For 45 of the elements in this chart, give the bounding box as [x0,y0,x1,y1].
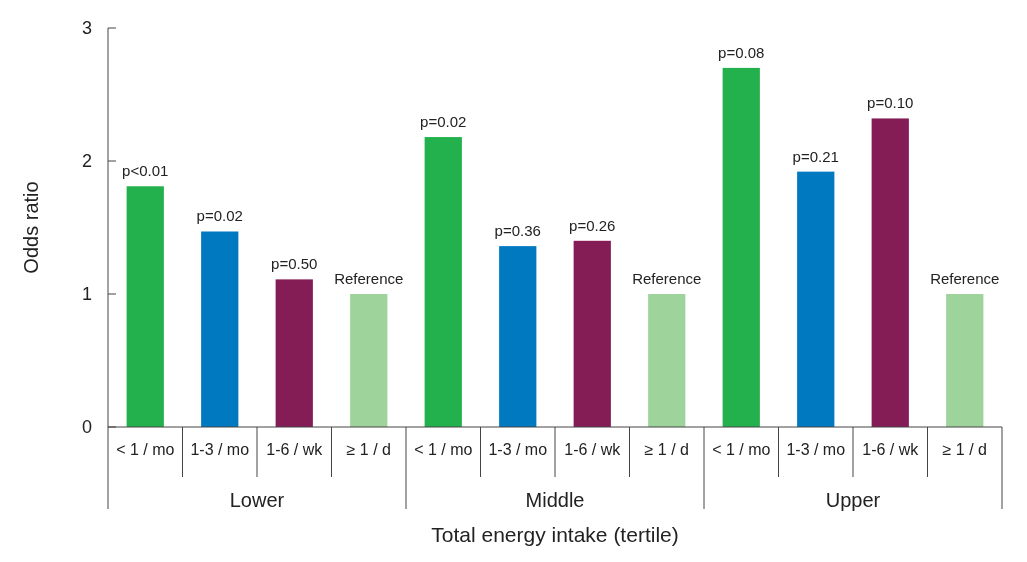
x-tick-label: 1-6 / wk [266,441,324,458]
bar [126,186,164,427]
bar [871,118,909,427]
x-tick-label: 1-3 / mo [488,441,548,458]
annotation: Reference [334,270,404,287]
x-tick-label: < 1 / mo [116,441,175,458]
annotation: Reference [632,270,702,287]
bar [797,171,835,427]
annotation: p=0.36 [494,222,541,240]
annotation: p=0.21 [792,147,839,165]
bar [350,294,388,427]
annotation: p=0.02 [196,207,243,225]
text: Upper [825,489,881,511]
x-tick-label: ≥ 1 / d [942,441,987,458]
bar [946,294,984,427]
y-tick-label: 3 [81,18,92,38]
annotation: Reference [930,270,1000,287]
x-tick-label: < 1 / mo [712,441,771,458]
annotation: p=0.08 [718,43,765,61]
x-tick-label: ≥ 1 / d [346,441,391,458]
x-axis-title: Total energy intake (tertile) [431,523,679,546]
annotation: p=0.50 [271,255,318,273]
text: Lower [229,489,285,511]
bar [648,294,686,427]
x-tick-label: 1-6 / wk [862,441,920,458]
text: Middle [525,489,585,511]
annotation: p=0.10 [867,94,914,112]
bar [201,231,239,427]
bar [722,67,760,427]
annotation: p<0.01 [122,162,169,180]
x-tick-label: 1-3 / mo [786,441,846,458]
y-tick-label: 0 [81,417,92,437]
y-axis-title: Odds ratio [20,181,42,274]
bar [573,240,611,427]
annotation: p=0.02 [420,113,467,131]
bar [424,137,462,427]
x-tick-label: 1-6 / wk [564,441,622,458]
annotation: p=0.26 [569,216,616,234]
bar [499,246,537,427]
x-tick-label: < 1 / mo [414,441,473,458]
x-tick-label: ≥ 1 / d [644,441,689,458]
y-tick-label: 2 [81,151,92,171]
bar [275,279,313,427]
y-tick-label: 1 [81,284,92,304]
x-tick-label: 1-3 / mo [190,441,250,458]
